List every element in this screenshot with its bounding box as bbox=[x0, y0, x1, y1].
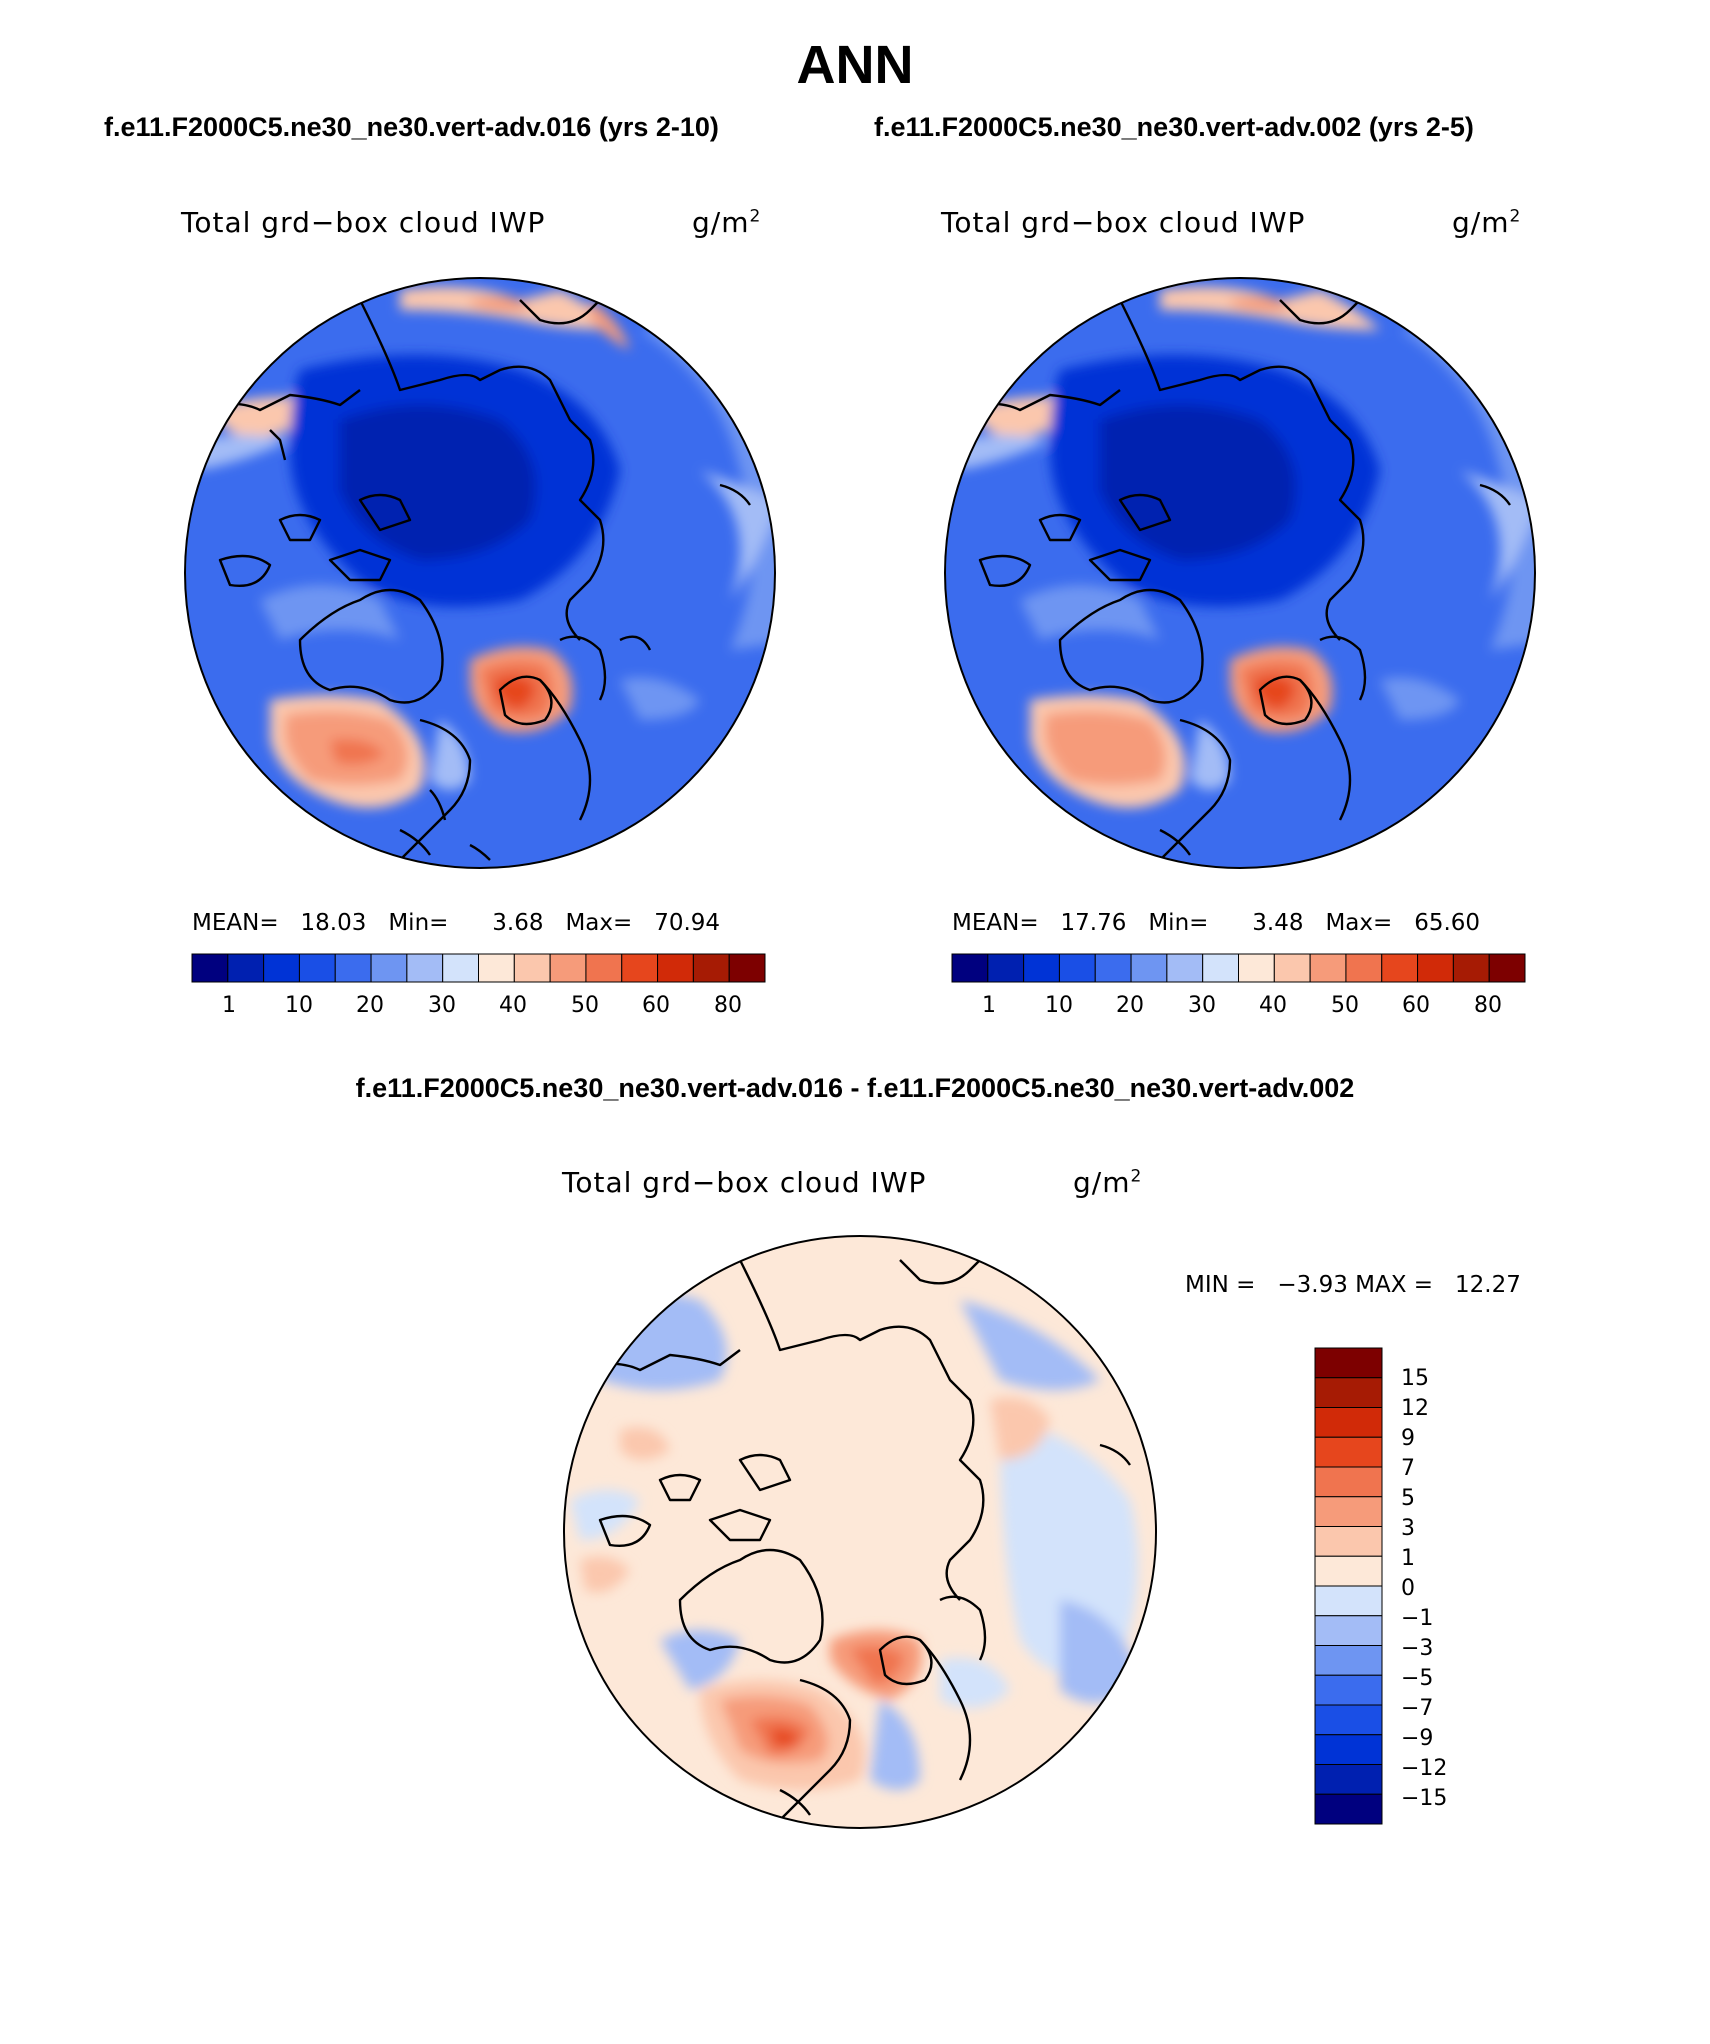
colorbar-left-tick: 50 bbox=[571, 993, 599, 1018]
field-label-difference: Total grd−box cloud IWP bbox=[562, 1166, 927, 1199]
colorbar-swatch bbox=[585, 953, 623, 983]
colorbar-swatch bbox=[621, 953, 659, 983]
colorbar-swatch bbox=[657, 953, 694, 983]
colorbar-right-tick: 30 bbox=[1188, 993, 1216, 1018]
colorbar-swatch bbox=[406, 953, 444, 983]
colorbar-swatch bbox=[227, 953, 265, 983]
colorbar-swatch bbox=[1166, 953, 1204, 983]
colorbar-swatch bbox=[1314, 1526, 1383, 1557]
difference-title: f.e11.F2000C5.ne30_ne30.vert-adv.016 - f… bbox=[355, 1073, 1355, 1103]
colorbar-swatch bbox=[1417, 953, 1454, 983]
colorbar-swatch bbox=[1345, 953, 1383, 983]
colorbar-swatch bbox=[478, 953, 515, 983]
colorbar-swatch bbox=[1314, 1347, 1383, 1379]
colorbar-diff-tick: −12 bbox=[1401, 1756, 1448, 1781]
colorbar-diff-tick: −9 bbox=[1401, 1726, 1434, 1751]
page-title: ANN bbox=[796, 35, 914, 95]
colorbar-swatch bbox=[334, 953, 372, 983]
colorbar-swatch bbox=[513, 953, 551, 983]
colorbar-swatch bbox=[1314, 1436, 1383, 1468]
colorbar-left-tick: 80 bbox=[714, 993, 742, 1018]
colorbar-swatch bbox=[298, 953, 336, 983]
colorbar-left-tick: 30 bbox=[428, 993, 456, 1018]
colorbar-swatch bbox=[370, 953, 408, 983]
colorbar-diff-tick: 5 bbox=[1401, 1486, 1415, 1511]
colorbar-diff-tick: −1 bbox=[1401, 1606, 1434, 1631]
colorbar-diff-tick: 15 bbox=[1401, 1366, 1429, 1391]
colorbar-swatch bbox=[1314, 1704, 1383, 1736]
colorbar-diff-tick: −15 bbox=[1401, 1786, 1448, 1811]
colorbar-left-tick: 60 bbox=[642, 993, 670, 1018]
stats-right: MEAN= 17.76 Min= 3.48 Max= 65.60 bbox=[952, 910, 1481, 936]
units-label-difference: g/m2 bbox=[1073, 1166, 1143, 1199]
difference-minmax: MIN = −3.93 MAX = 12.27 bbox=[1185, 1272, 1521, 1298]
colorbar-swatch bbox=[191, 953, 229, 983]
colorbar-swatch bbox=[1094, 953, 1132, 983]
colorbar-swatch bbox=[1058, 953, 1096, 983]
colorbar-diff-tick: 3 bbox=[1401, 1516, 1415, 1541]
colorbar-right-tick: 60 bbox=[1402, 993, 1430, 1018]
colorbar-swatch bbox=[1381, 953, 1419, 983]
case-title-left: f.e11.F2000C5.ne30_ne30.vert-adv.016 (yr… bbox=[104, 112, 719, 142]
colorbar-right bbox=[951, 953, 1526, 983]
colorbar-swatch bbox=[1238, 953, 1275, 983]
polar-map-left bbox=[184, 277, 776, 869]
colorbar-right-tick: 20 bbox=[1116, 993, 1144, 1018]
colorbar-swatch bbox=[1314, 1555, 1383, 1587]
case-title-right: f.e11.F2000C5.ne30_ne30.vert-adv.002 (yr… bbox=[874, 112, 1474, 142]
colorbar-swatch bbox=[1314, 1377, 1383, 1408]
colorbar-swatch bbox=[1314, 1615, 1383, 1646]
colorbar-diff-tick: 0 bbox=[1401, 1576, 1415, 1601]
colorbar-right-tick: 50 bbox=[1331, 993, 1359, 1018]
units-label-right: g/m2 bbox=[1452, 206, 1522, 239]
polar-map-right bbox=[944, 277, 1536, 869]
colorbar-left-tick: 1 bbox=[222, 993, 236, 1018]
colorbar-swatch bbox=[1314, 1466, 1383, 1498]
colorbar-swatch bbox=[1314, 1734, 1383, 1765]
colorbar-swatch bbox=[1314, 1585, 1383, 1617]
colorbar-swatch bbox=[549, 953, 587, 983]
colorbar-swatch bbox=[1314, 1645, 1383, 1676]
colorbar-swatch bbox=[1273, 953, 1311, 983]
colorbar-swatch bbox=[1314, 1764, 1383, 1795]
colorbar-diff-tick: 9 bbox=[1401, 1426, 1415, 1451]
colorbar-left-tick: 40 bbox=[499, 993, 527, 1018]
colorbar-swatch bbox=[1202, 953, 1239, 983]
colorbar-diff-tick: 7 bbox=[1401, 1456, 1415, 1481]
colorbar-swatch bbox=[1130, 953, 1168, 983]
colorbar-swatch bbox=[728, 953, 766, 983]
polar-map-difference bbox=[563, 1235, 1157, 1829]
colorbar-diff-tick: −5 bbox=[1401, 1666, 1434, 1691]
colorbar-diff-tick: 1 bbox=[1401, 1546, 1415, 1571]
stats-left: MEAN= 18.03 Min= 3.68 Max= 70.94 bbox=[192, 910, 721, 936]
colorbar-left-tick: 20 bbox=[356, 993, 384, 1018]
colorbar-swatch bbox=[692, 953, 730, 983]
colorbar-diff-tick: −7 bbox=[1401, 1696, 1434, 1721]
colorbar-swatch bbox=[1314, 1793, 1383, 1825]
colorbar-swatch bbox=[1488, 953, 1526, 983]
colorbar-swatch bbox=[442, 953, 479, 983]
colorbar-swatch bbox=[1023, 953, 1060, 983]
colorbar-left bbox=[191, 953, 766, 983]
colorbar-swatch bbox=[1452, 953, 1490, 983]
colorbar-left-tick: 10 bbox=[285, 993, 313, 1018]
colorbar-swatch bbox=[1314, 1674, 1383, 1706]
colorbar-diff-tick: −3 bbox=[1401, 1636, 1434, 1661]
colorbar-swatch bbox=[263, 953, 300, 983]
field-label-left: Total grd−box cloud IWP bbox=[181, 206, 546, 239]
colorbar-right-tick: 10 bbox=[1045, 993, 1073, 1018]
colorbar-swatch bbox=[987, 953, 1025, 983]
field-label-right: Total grd−box cloud IWP bbox=[941, 206, 1306, 239]
colorbar-right-tick: 1 bbox=[982, 993, 996, 1018]
colorbar-swatch bbox=[1314, 1407, 1383, 1438]
colorbar-swatch bbox=[1309, 953, 1347, 983]
units-label-left: g/m2 bbox=[692, 206, 762, 239]
colorbar-diff-tick: 12 bbox=[1401, 1396, 1429, 1421]
colorbar-right-tick: 40 bbox=[1259, 993, 1287, 1018]
colorbar-right-tick: 80 bbox=[1474, 993, 1502, 1018]
colorbar-swatch bbox=[1314, 1496, 1383, 1527]
colorbar-difference bbox=[1314, 1347, 1383, 1825]
colorbar-swatch bbox=[951, 953, 989, 983]
